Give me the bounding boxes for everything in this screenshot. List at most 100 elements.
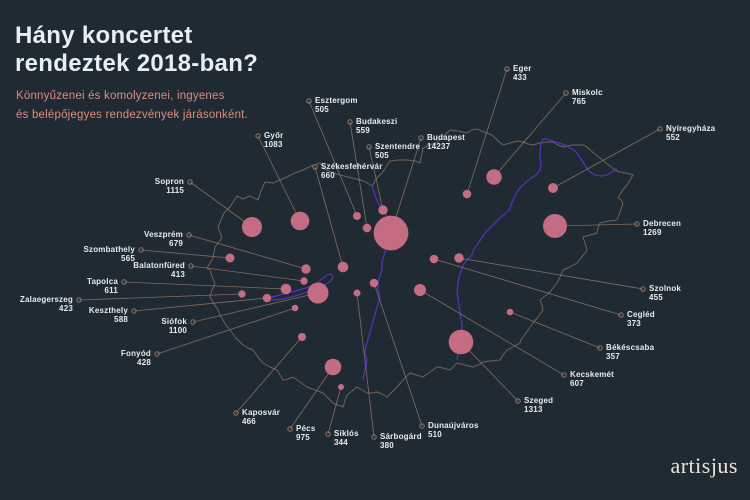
label-marker-nyiregyhaza xyxy=(657,126,663,132)
label-marker-kecskemet xyxy=(561,372,567,378)
bubble-esztergom[interactable] xyxy=(353,212,361,220)
leader-line-tapolca xyxy=(123,281,287,290)
bubble-siofok[interactable] xyxy=(307,282,329,304)
leader-line-veszprem xyxy=(188,234,307,270)
label-marker-miskolc xyxy=(563,90,569,96)
label-marker-zalaegerszeg xyxy=(76,297,82,303)
label-marker-esztergom xyxy=(306,98,312,104)
bubble-cegled[interactable] xyxy=(429,254,439,264)
leader-line-bekescsaba xyxy=(509,311,601,349)
bubble-pecs[interactable] xyxy=(324,358,342,376)
label-marker-eger xyxy=(504,66,510,72)
leader-line-pecs xyxy=(289,366,334,430)
bubble-gyor[interactable] xyxy=(290,211,310,231)
leader-line-kaposvar xyxy=(235,336,303,414)
bubble-szekesfehervar[interactable] xyxy=(337,261,349,273)
bubble-kecskemet[interactable] xyxy=(414,284,426,296)
lake-balaton xyxy=(267,273,334,301)
bubble-balatonfured[interactable] xyxy=(300,277,308,285)
leader-line-gyor xyxy=(257,135,301,222)
page-subtitle: Könnyűzenei és komolyzenei, ingyenes és b… xyxy=(16,87,258,125)
leader-line-sopron xyxy=(189,181,253,228)
bubble-szentendre[interactable] xyxy=(378,205,388,215)
bubble-kaposvar[interactable] xyxy=(298,333,306,341)
bubble-bekescsaba[interactable] xyxy=(506,308,514,316)
bubble-szeged[interactable] xyxy=(448,329,474,355)
label-marker-pecs xyxy=(287,426,293,432)
label-marker-szentendre xyxy=(366,144,372,150)
leader-line-siklos xyxy=(327,386,342,435)
label-marker-debrecen xyxy=(634,221,640,227)
bubble-szombathely[interactable] xyxy=(225,253,235,263)
leader-line-siofok xyxy=(192,292,319,323)
bubble-sopron[interactable] xyxy=(242,217,262,237)
label-marker-gyor xyxy=(255,133,261,139)
leader-line-balatonfured xyxy=(190,265,305,282)
label-marker-veszprem xyxy=(186,232,192,238)
leader-line-kecskemet xyxy=(419,289,565,376)
bubble-siklos[interactable] xyxy=(338,384,344,390)
label-marker-balatonfured xyxy=(188,263,194,269)
bubble-zalaegerszeg[interactable] xyxy=(238,290,246,298)
bubble-budakeszi[interactable] xyxy=(362,223,372,233)
leader-line-szolnok xyxy=(458,257,644,290)
bubble-dunaujvaros[interactable] xyxy=(369,278,379,288)
leader-line-cegled xyxy=(433,258,622,316)
leader-line-szekesfehervar xyxy=(314,166,344,268)
leader-line-zalaegerszeg xyxy=(78,293,243,301)
bubble-eger[interactable] xyxy=(462,189,472,199)
danube-river xyxy=(362,185,393,381)
bubble-sarbogard[interactable] xyxy=(353,289,361,297)
label-marker-budapest xyxy=(418,135,424,141)
bubble-fonyod[interactable] xyxy=(291,304,299,312)
leader-line-szombathely xyxy=(140,249,231,259)
leader-line-sarbogard xyxy=(356,292,375,438)
label-marker-fonyod xyxy=(154,351,160,357)
label-marker-sarbogard xyxy=(371,434,377,440)
leader-line-fonyod xyxy=(156,307,296,355)
label-marker-szolnok xyxy=(640,286,646,292)
label-marker-siklos xyxy=(325,431,331,437)
label-marker-cegled xyxy=(618,312,624,318)
header: Hány koncertet rendeztek 2018-ban? Könnyű… xyxy=(15,22,258,125)
label-marker-budakeszi xyxy=(347,119,353,125)
leader-line-debrecen xyxy=(554,223,638,227)
bubble-budapest[interactable] xyxy=(373,215,409,251)
tisza-river xyxy=(456,138,618,361)
leader-line-szentendre xyxy=(368,146,384,211)
page-title: Hány koncertet rendeztek 2018-ban? xyxy=(15,22,258,78)
label-marker-keszthely xyxy=(131,308,137,314)
label-marker-szeged xyxy=(515,398,521,404)
label-marker-kaposvar xyxy=(233,410,239,416)
leader-line-budakeszi xyxy=(349,121,368,229)
label-marker-siofok xyxy=(190,319,196,325)
label-marker-sopron xyxy=(187,179,193,185)
label-marker-bekescsaba xyxy=(597,345,603,351)
leader-line-dunaujvaros xyxy=(373,282,423,427)
country-outline xyxy=(206,128,634,408)
page-title-line2: rendeztek 2018-ban? xyxy=(15,50,259,77)
leader-line-eger xyxy=(466,68,508,195)
leader-line-esztergom xyxy=(308,100,358,217)
page-subtitle-line1: Könnyűzenei és komolyzenei, ingyenes xyxy=(16,90,225,102)
page-title-line1: Hány koncertet xyxy=(15,22,193,49)
label-marker-szekesfehervar xyxy=(312,164,318,170)
leader-line-miskolc xyxy=(493,92,567,178)
bubble-nyiregyhaza[interactable] xyxy=(548,183,558,193)
bubble-tapolca[interactable] xyxy=(280,283,292,295)
leader-line-szeged xyxy=(460,341,519,402)
bubble-veszprem[interactable] xyxy=(301,264,311,274)
bubble-miskolc[interactable] xyxy=(486,169,502,185)
label-marker-dunaujvaros xyxy=(419,423,425,429)
bubble-keszthely[interactable] xyxy=(262,293,272,303)
leader-line-keszthely xyxy=(133,297,268,312)
bubble-debrecen[interactable] xyxy=(543,214,567,238)
page-subtitle-line2: és belépőjegyes rendezvények járásonként… xyxy=(16,109,248,121)
artisjus-logo: artisjus xyxy=(670,453,738,478)
label-marker-tapolca xyxy=(121,279,127,285)
leader-line-nyiregyhaza xyxy=(552,128,661,189)
label-marker-szombathely xyxy=(138,247,144,253)
bubble-szolnok[interactable] xyxy=(454,253,464,263)
